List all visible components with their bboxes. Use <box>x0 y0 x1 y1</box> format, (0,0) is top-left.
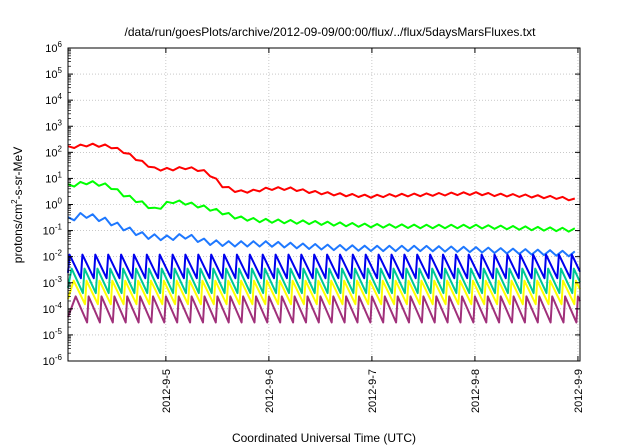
y-axis: 10-6 10-5 10-4 10-3 10-2 10-1 100 101 102 103 104 1… <box>43 40 580 368</box>
y-tick-label: 104 <box>45 92 62 107</box>
chart-title: /data/run/goesPlots/archive/2012-09-09/0… <box>125 25 537 39</box>
series-line-3 <box>67 212 576 258</box>
x-tick-label: 2012-9-6 <box>264 369 276 413</box>
series-line-2 <box>67 180 576 233</box>
x-tick-label: 2012-9-5 <box>161 369 173 413</box>
series-line-4 <box>67 253 581 280</box>
x-axis-label: Coordinated Universal Time (UTC) <box>232 431 416 445</box>
y-tick-label: 105 <box>45 66 62 81</box>
series-line-5 <box>67 267 581 295</box>
y-tick-label: 10-1 <box>43 223 63 238</box>
x-axis: 2012-9-5 2012-9-6 2012-9-7 2012-9-8 2012-9-9 <box>161 48 585 413</box>
y-tick-label: 10-5 <box>43 327 63 342</box>
y-tick-label: 101 <box>45 170 62 185</box>
y-axis-label: protons/cm2-s-sr-MeV <box>10 147 25 263</box>
series-layer <box>67 142 581 324</box>
series-line-7 <box>67 295 581 324</box>
y-tick-label: 10-4 <box>43 301 63 316</box>
series-line-1 <box>67 142 576 202</box>
y-tick-label: 100 <box>45 197 62 212</box>
y-tick-label: 10-2 <box>43 249 63 264</box>
y-tick-label: 103 <box>45 118 62 133</box>
y-tick-label: 10-6 <box>43 353 63 368</box>
y-tick-label: 106 <box>45 40 62 55</box>
x-tick-label: 2012-9-9 <box>573 369 585 413</box>
y-tick-label: 10-3 <box>43 275 63 290</box>
x-tick-label: 2012-9-8 <box>470 369 482 413</box>
y-tick-label: 102 <box>45 144 62 159</box>
x-tick-label: 2012-9-7 <box>367 369 379 413</box>
series-line-6 <box>67 279 581 306</box>
